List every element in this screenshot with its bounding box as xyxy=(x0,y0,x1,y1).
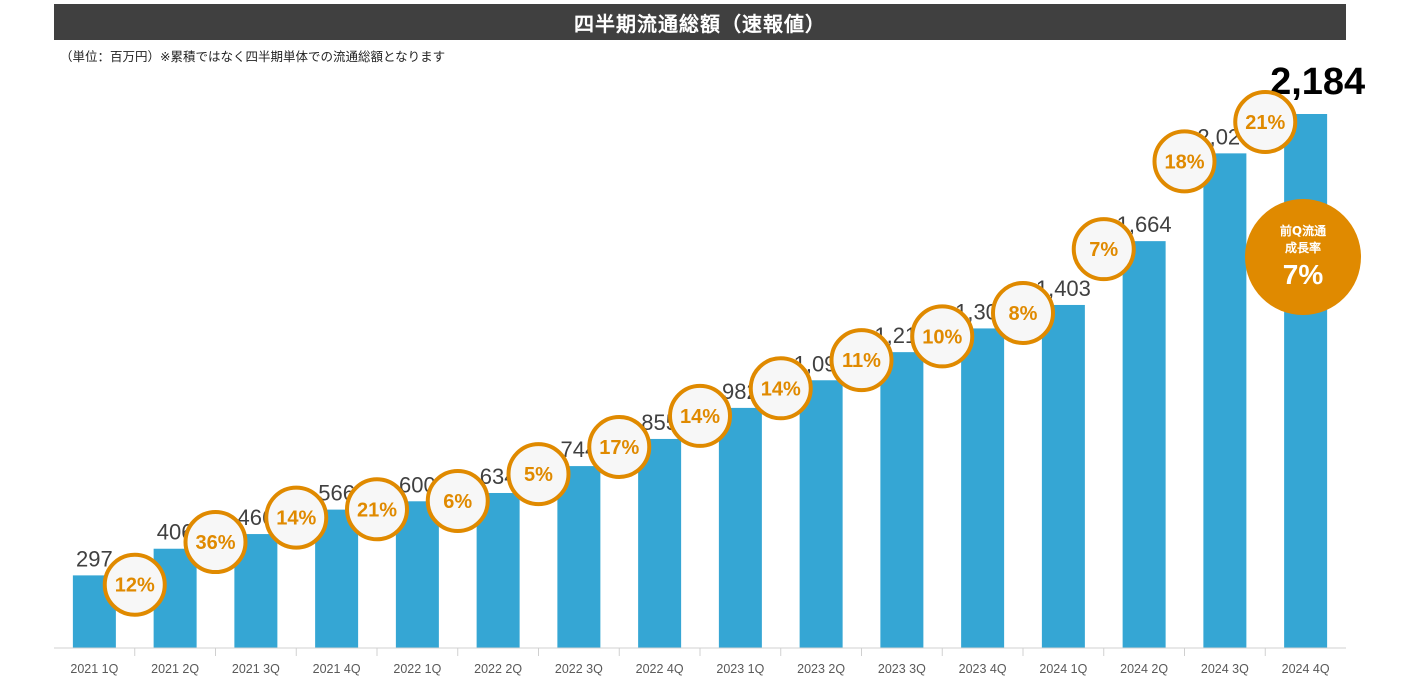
x-tick-label: 2024 4Q xyxy=(1282,662,1330,676)
chart-title: 四半期流通総額（速報値） xyxy=(54,4,1346,40)
value-label: 2,184 xyxy=(1270,61,1365,103)
callout-line1: 前Q流通 xyxy=(1280,223,1326,238)
growth-label: 5% xyxy=(524,464,553,486)
growth-circle xyxy=(1071,217,1136,282)
x-tick-label: 2022 1Q xyxy=(393,662,441,676)
x-tick-label: 2023 2Q xyxy=(797,662,845,676)
growth-circle xyxy=(264,485,329,550)
x-tick-label: 2023 3Q xyxy=(878,662,926,676)
growth-circle xyxy=(829,328,894,393)
x-tick-label: 2022 4Q xyxy=(636,662,684,676)
x-axis-ticks: 2021 1Q 2021 2Q 2021 3Q 2021 4Q 2022 1Q 2022 … xyxy=(70,648,1330,676)
growth-circle xyxy=(1233,90,1298,154)
growth-label: 17% xyxy=(599,437,639,459)
callout-circle xyxy=(1245,199,1361,315)
bar-14 xyxy=(1122,241,1166,648)
x-tick-label: 2021 1Q xyxy=(70,662,118,676)
growth-label: 18% xyxy=(1164,151,1204,173)
x-tick-label: 2024 1Q xyxy=(1039,662,1087,676)
callout-line2: 成長率 xyxy=(1285,240,1321,255)
growth-label: 21% xyxy=(357,499,397,521)
x-tick-label: 2022 2Q xyxy=(474,662,522,676)
growth-label: 36% xyxy=(195,532,235,554)
x-tick-label: 2021 3Q xyxy=(232,662,280,676)
growth-circle xyxy=(910,304,975,369)
growth-label: 6% xyxy=(443,491,472,513)
bar-12 xyxy=(961,328,1005,648)
x-tick-label: 2024 2Q xyxy=(1120,662,1168,676)
bar-11 xyxy=(880,352,924,648)
x-tick-label: 2023 4Q xyxy=(959,662,1007,676)
unit-note: （単位：百万円）※累積ではなく四半期単体での流通総額となります xyxy=(60,49,446,64)
growth-circle xyxy=(345,477,409,542)
growth-label: 12% xyxy=(115,575,155,597)
value-label: 297 xyxy=(76,546,113,571)
bar-7 xyxy=(557,466,601,648)
growth-markers: 12% 36% 14% 21% 6% 5% 17% 14% 14% 11% 10% 8% 7% 18% 21… xyxy=(102,90,1298,617)
callout-value: 7% xyxy=(1283,259,1324,290)
growth-label: 8% xyxy=(1009,303,1038,325)
bar-10 xyxy=(799,380,843,648)
growth-callout: 前Q流通 成長率 7% xyxy=(1245,199,1361,315)
growth-circle xyxy=(991,280,1055,345)
x-tick-label: 2021 4Q xyxy=(313,662,361,676)
growth-label: 14% xyxy=(276,508,316,530)
bar-9 xyxy=(718,407,762,648)
bar-series xyxy=(72,114,1328,648)
growth-label: 10% xyxy=(922,326,962,348)
growth-circle xyxy=(1152,129,1217,194)
bar-15 xyxy=(1203,153,1247,648)
growth-label: 11% xyxy=(842,350,881,372)
growth-label: 14% xyxy=(761,378,801,400)
x-tick-label: 2023 1Q xyxy=(716,662,764,676)
growth-circle xyxy=(748,356,813,421)
growth-label: 7% xyxy=(1089,239,1118,261)
growth-label: 21% xyxy=(1245,112,1285,134)
bar-16 xyxy=(1284,114,1328,648)
x-tick-label: 2021 2Q xyxy=(151,662,199,676)
growth-circle xyxy=(506,442,571,507)
growth-circle xyxy=(668,383,732,448)
growth-circle xyxy=(587,414,652,479)
bar-13 xyxy=(1041,304,1085,648)
growth-circle xyxy=(425,468,490,533)
x-tick-label: 2024 3Q xyxy=(1201,662,1249,676)
growth-label: 14% xyxy=(680,406,720,428)
growth-circle xyxy=(102,552,167,617)
bar-8 xyxy=(638,438,682,648)
growth-circle xyxy=(183,510,248,575)
x-tick-label: 2022 3Q xyxy=(555,662,603,676)
